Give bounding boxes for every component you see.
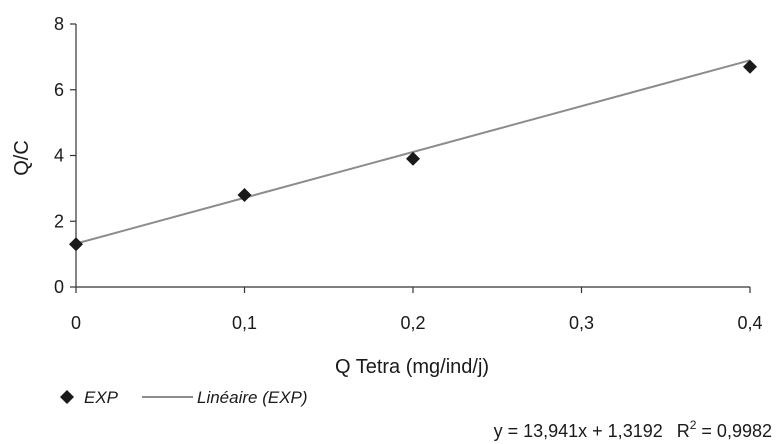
legend-series-label: EXP bbox=[84, 388, 119, 407]
x-axis-title: Q Tetra (mg/ind/j) bbox=[335, 356, 489, 378]
legend-trendline-label: Linéaire (EXP) bbox=[197, 388, 308, 407]
equation-formula: y = 13,941x + 1,3192 bbox=[494, 421, 663, 441]
y-tick-label-2: 4 bbox=[54, 146, 64, 166]
y-tick-label-0: 0 bbox=[54, 277, 64, 297]
data-point-0-2 bbox=[406, 151, 420, 166]
x-tick-label-0: 0 bbox=[71, 313, 81, 333]
x-tick-label-3: 0,3 bbox=[569, 313, 594, 333]
data-point-0-0 bbox=[69, 237, 83, 252]
chart-ticks: 0 2 4 6 8 0 0,1 0,2 0,3 0,4 bbox=[54, 14, 763, 333]
y-tick-label-4: 8 bbox=[54, 14, 64, 34]
y-tick-label-1: 2 bbox=[54, 211, 64, 231]
y-tick-label-3: 6 bbox=[54, 80, 64, 100]
r-squared-value: = 0,9982 bbox=[696, 421, 772, 441]
legend-diamond-marker bbox=[60, 390, 74, 404]
x-tick-label-1: 0,1 bbox=[232, 313, 257, 333]
legend: EXP Linéaire (EXP) bbox=[60, 388, 308, 407]
x-tick-label-2: 0,2 bbox=[400, 313, 425, 333]
trendline-equation: y = 13,941x + 1,3192 R2 = 0,9982 bbox=[494, 418, 772, 441]
data-points bbox=[69, 59, 757, 252]
r-squared-exponent: 2 bbox=[690, 418, 697, 432]
data-point-0-3 bbox=[743, 59, 757, 74]
data-point-0-1 bbox=[237, 187, 252, 202]
r-squared-symbol: R bbox=[677, 421, 690, 441]
x-tick-label-4: 0,4 bbox=[737, 313, 762, 333]
y-axis-title: Q/C bbox=[11, 140, 33, 176]
